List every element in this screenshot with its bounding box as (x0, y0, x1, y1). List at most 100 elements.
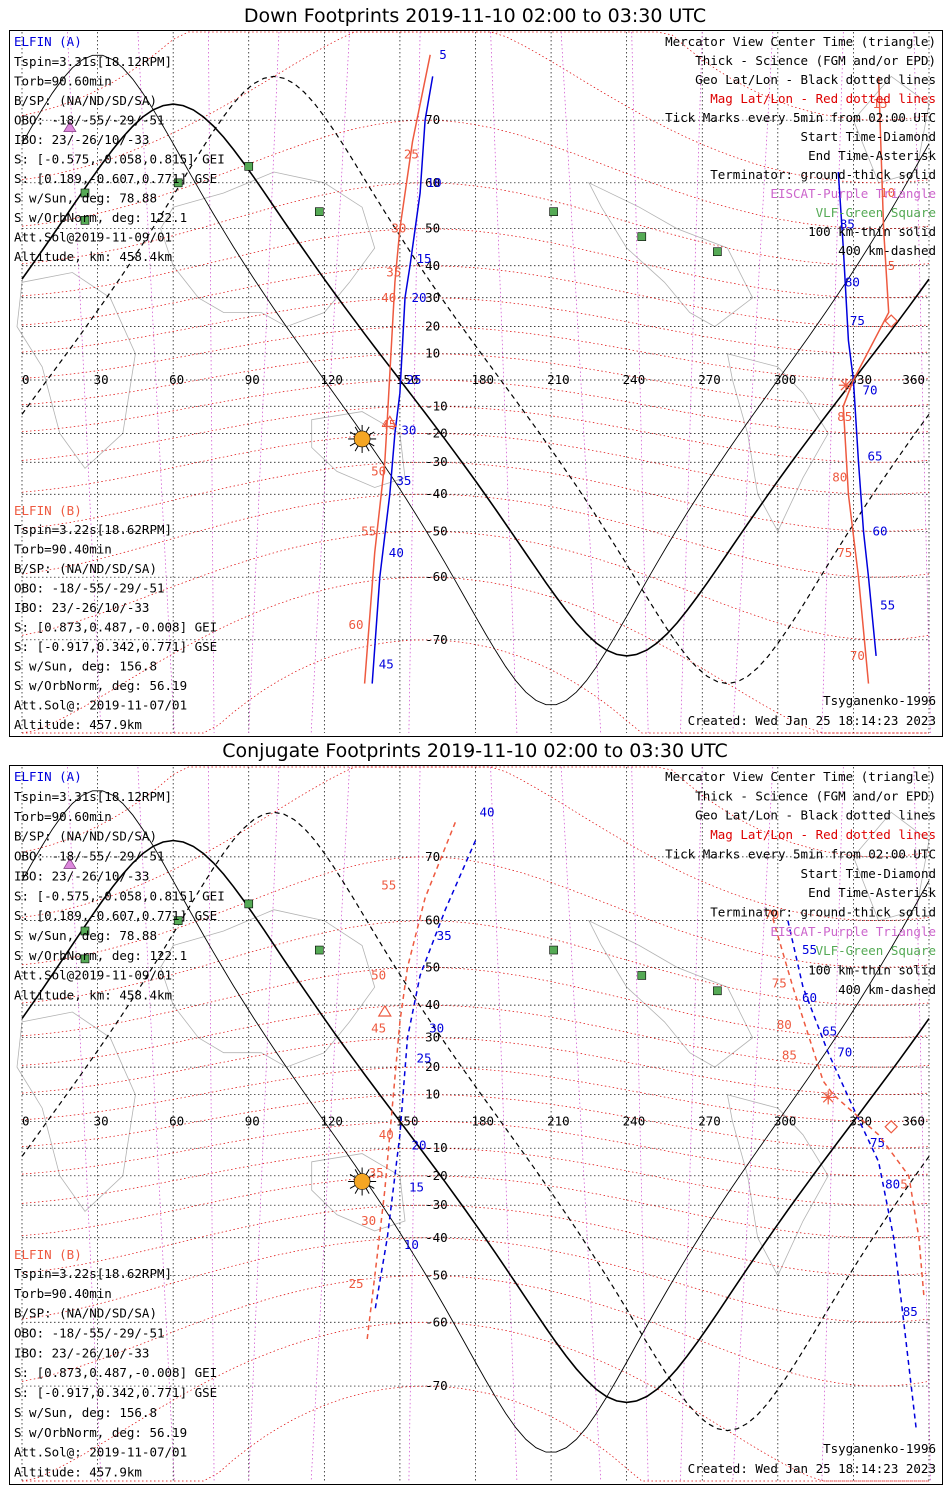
mag-parallel (21, 967, 930, 1039)
mag-meridian (67, 766, 102, 1482)
mag-parallel (21, 1004, 930, 1068)
created-label: Created: Wed Jan 25 18:14:23 2023 (688, 713, 936, 728)
track-tick-label: 65 (822, 1023, 837, 1038)
elfin-a-line: Torb=90.60min (14, 809, 112, 824)
mag-parallel (21, 353, 930, 407)
footprint-track-elfin-a (371, 76, 434, 684)
track-tick-label: 40 (480, 804, 495, 819)
legend-entry: Geo Lat/Lon - Black dotted lines (695, 808, 936, 823)
elfin-b-line: S: [0.873,0.487,-0.008] GEI (14, 1365, 217, 1380)
legend-entry: Start Time-Diamond (801, 129, 936, 144)
lon-tick-label: 240 (623, 372, 646, 387)
sun-ray (365, 445, 370, 452)
track-tick-label: 5 (888, 258, 896, 273)
track-tick-label: 20 (411, 1138, 426, 1153)
track-tick-label: 45 (371, 1020, 386, 1035)
lon-tick-label: 120 (320, 1113, 343, 1128)
elfin-a-line: B/SP: (NA/ND/SD/SA) (14, 829, 157, 844)
track-tick-label: 55 (802, 942, 817, 957)
lat-tick-label: 60 (425, 913, 440, 928)
footprint-track-elfin-a (787, 920, 918, 1431)
mag-parallel (21, 119, 930, 230)
legend-entry: 100 km-thin solid (808, 224, 936, 239)
elfin-b-line: Tspin=3.22s[18.62RPM] (14, 522, 172, 537)
diamond-icon (884, 314, 899, 328)
square-icon (173, 916, 183, 925)
track-tick-label: 25 (404, 146, 419, 161)
square-icon (80, 188, 90, 198)
elfin-b-line: Altitude: 457.9km (14, 1465, 142, 1480)
legend-block: Mercator View Center Time (triangle) Thic… (665, 34, 936, 258)
lon-tick-label: 0 (22, 1113, 30, 1128)
track-tick-label: 5 (900, 1176, 908, 1191)
elfin-b-line: Tspin=3.22s[18.62RPM] (14, 1266, 172, 1281)
track-tick-label: 55 (361, 523, 376, 538)
elfin-b-header: ELFIN (B) (14, 503, 82, 518)
square-icon (314, 945, 324, 955)
mag-parallel (21, 493, 930, 578)
lat-tick-label: -70 (425, 632, 448, 647)
lat-tick-label: -30 (425, 1197, 448, 1212)
footprint-track-elfin-b (842, 76, 890, 684)
square-icon (549, 207, 558, 216)
triangle-icon (63, 120, 77, 133)
elfin-a-line: Tspin=3.31s[18.12RPM] (14, 789, 172, 804)
track-tick-label: 40 (389, 545, 404, 560)
lat-tick-label: 30 (425, 290, 440, 305)
track-tick-label: 35 (386, 265, 401, 280)
elfin-b-line: Att.Sol@: 2019-11-07/01 (14, 1445, 187, 1460)
square-icon (244, 162, 254, 171)
asterisk-icon (838, 378, 853, 393)
lon-tick-label: 30 (94, 1113, 109, 1128)
track-tick-label: 50 (371, 967, 386, 982)
lat-tick-label: -20 (425, 425, 448, 440)
lon-tick-label: 330 (849, 1113, 872, 1128)
sun-disc (353, 430, 371, 448)
track-tick-label: 65 (867, 448, 882, 463)
track-tick-label: 35 (396, 473, 411, 488)
track-tick-label: 75 (850, 313, 865, 328)
mag-parallel (21, 576, 929, 734)
legend-entry: VLF-Green Square (816, 943, 936, 958)
mag-parallel (21, 1147, 930, 1206)
track-tick-label: 80 (885, 1176, 900, 1191)
terminator-100km (21, 790, 930, 1453)
track-tick-label: 70 (862, 382, 877, 397)
legend-entry: Mag Lat/Lon - Red dotted lines (710, 91, 936, 106)
lon-tick-label: 60 (169, 1113, 184, 1128)
elfin-b-line: IBO: 23/-26/10/-33 (14, 1345, 149, 1360)
sun-ray (368, 442, 375, 447)
elfin-b-line: Altitude: 457.9km (14, 717, 142, 732)
mag-meridian (408, 766, 421, 1482)
elfin-b-line: S w/Sun, deg: 156.8 (14, 659, 157, 674)
lat-tick-label: 50 (425, 959, 440, 974)
elfin-b-line: Torb=90.40min (14, 1286, 112, 1301)
track-tick-label: 70 (764, 907, 779, 922)
square-icon (173, 178, 183, 188)
lon-tick-label: 270 (698, 372, 721, 387)
legend-entry: 400 km-dashed (838, 243, 936, 258)
track-tick-label: 80 (832, 470, 847, 485)
panel-layer-1: 0 30 60 90 120 150 180 210 240 270 300 330 360 70 60 50… (14, 766, 936, 1482)
mag-meridian (913, 31, 932, 734)
sun-ray (349, 1185, 356, 1189)
triangle-icon (382, 415, 397, 427)
legend-entry: Mag Lat/Lon - Red dotted lines (710, 827, 936, 842)
elfin-a-line: S: [0.189,-0.607,0.771] GSE (14, 908, 217, 923)
elfin-b-line: S w/OrbNorm, deg: 56.19 (14, 1425, 187, 1440)
elfin-a-line: B/SP: (NA/ND/SD/SA) (14, 93, 157, 108)
mag-parallel (21, 1037, 930, 1096)
elfin-a-header: ELFIN (A) (14, 34, 82, 49)
mag-meridian (408, 31, 421, 734)
elfin-a-line: Att.Sol@2019-11-09/01 (14, 230, 172, 245)
coastline-layer (16, 811, 930, 1277)
terminator-ground (21, 839, 930, 1404)
elfin-b-line: Att.Sol@: 2019-11-07/01 (14, 698, 187, 713)
lon-tick-label: 60 (169, 372, 184, 387)
legend-entry: End Time-Asterisk (808, 885, 936, 900)
track-tick-label: 60 (348, 617, 363, 632)
lon-tick-label: 210 (547, 1113, 570, 1128)
sun-ray (365, 1188, 370, 1194)
elfin-b-line: OBO: -18/-55/-29/-51 (14, 1326, 165, 1341)
diamond-icon (884, 1119, 899, 1134)
